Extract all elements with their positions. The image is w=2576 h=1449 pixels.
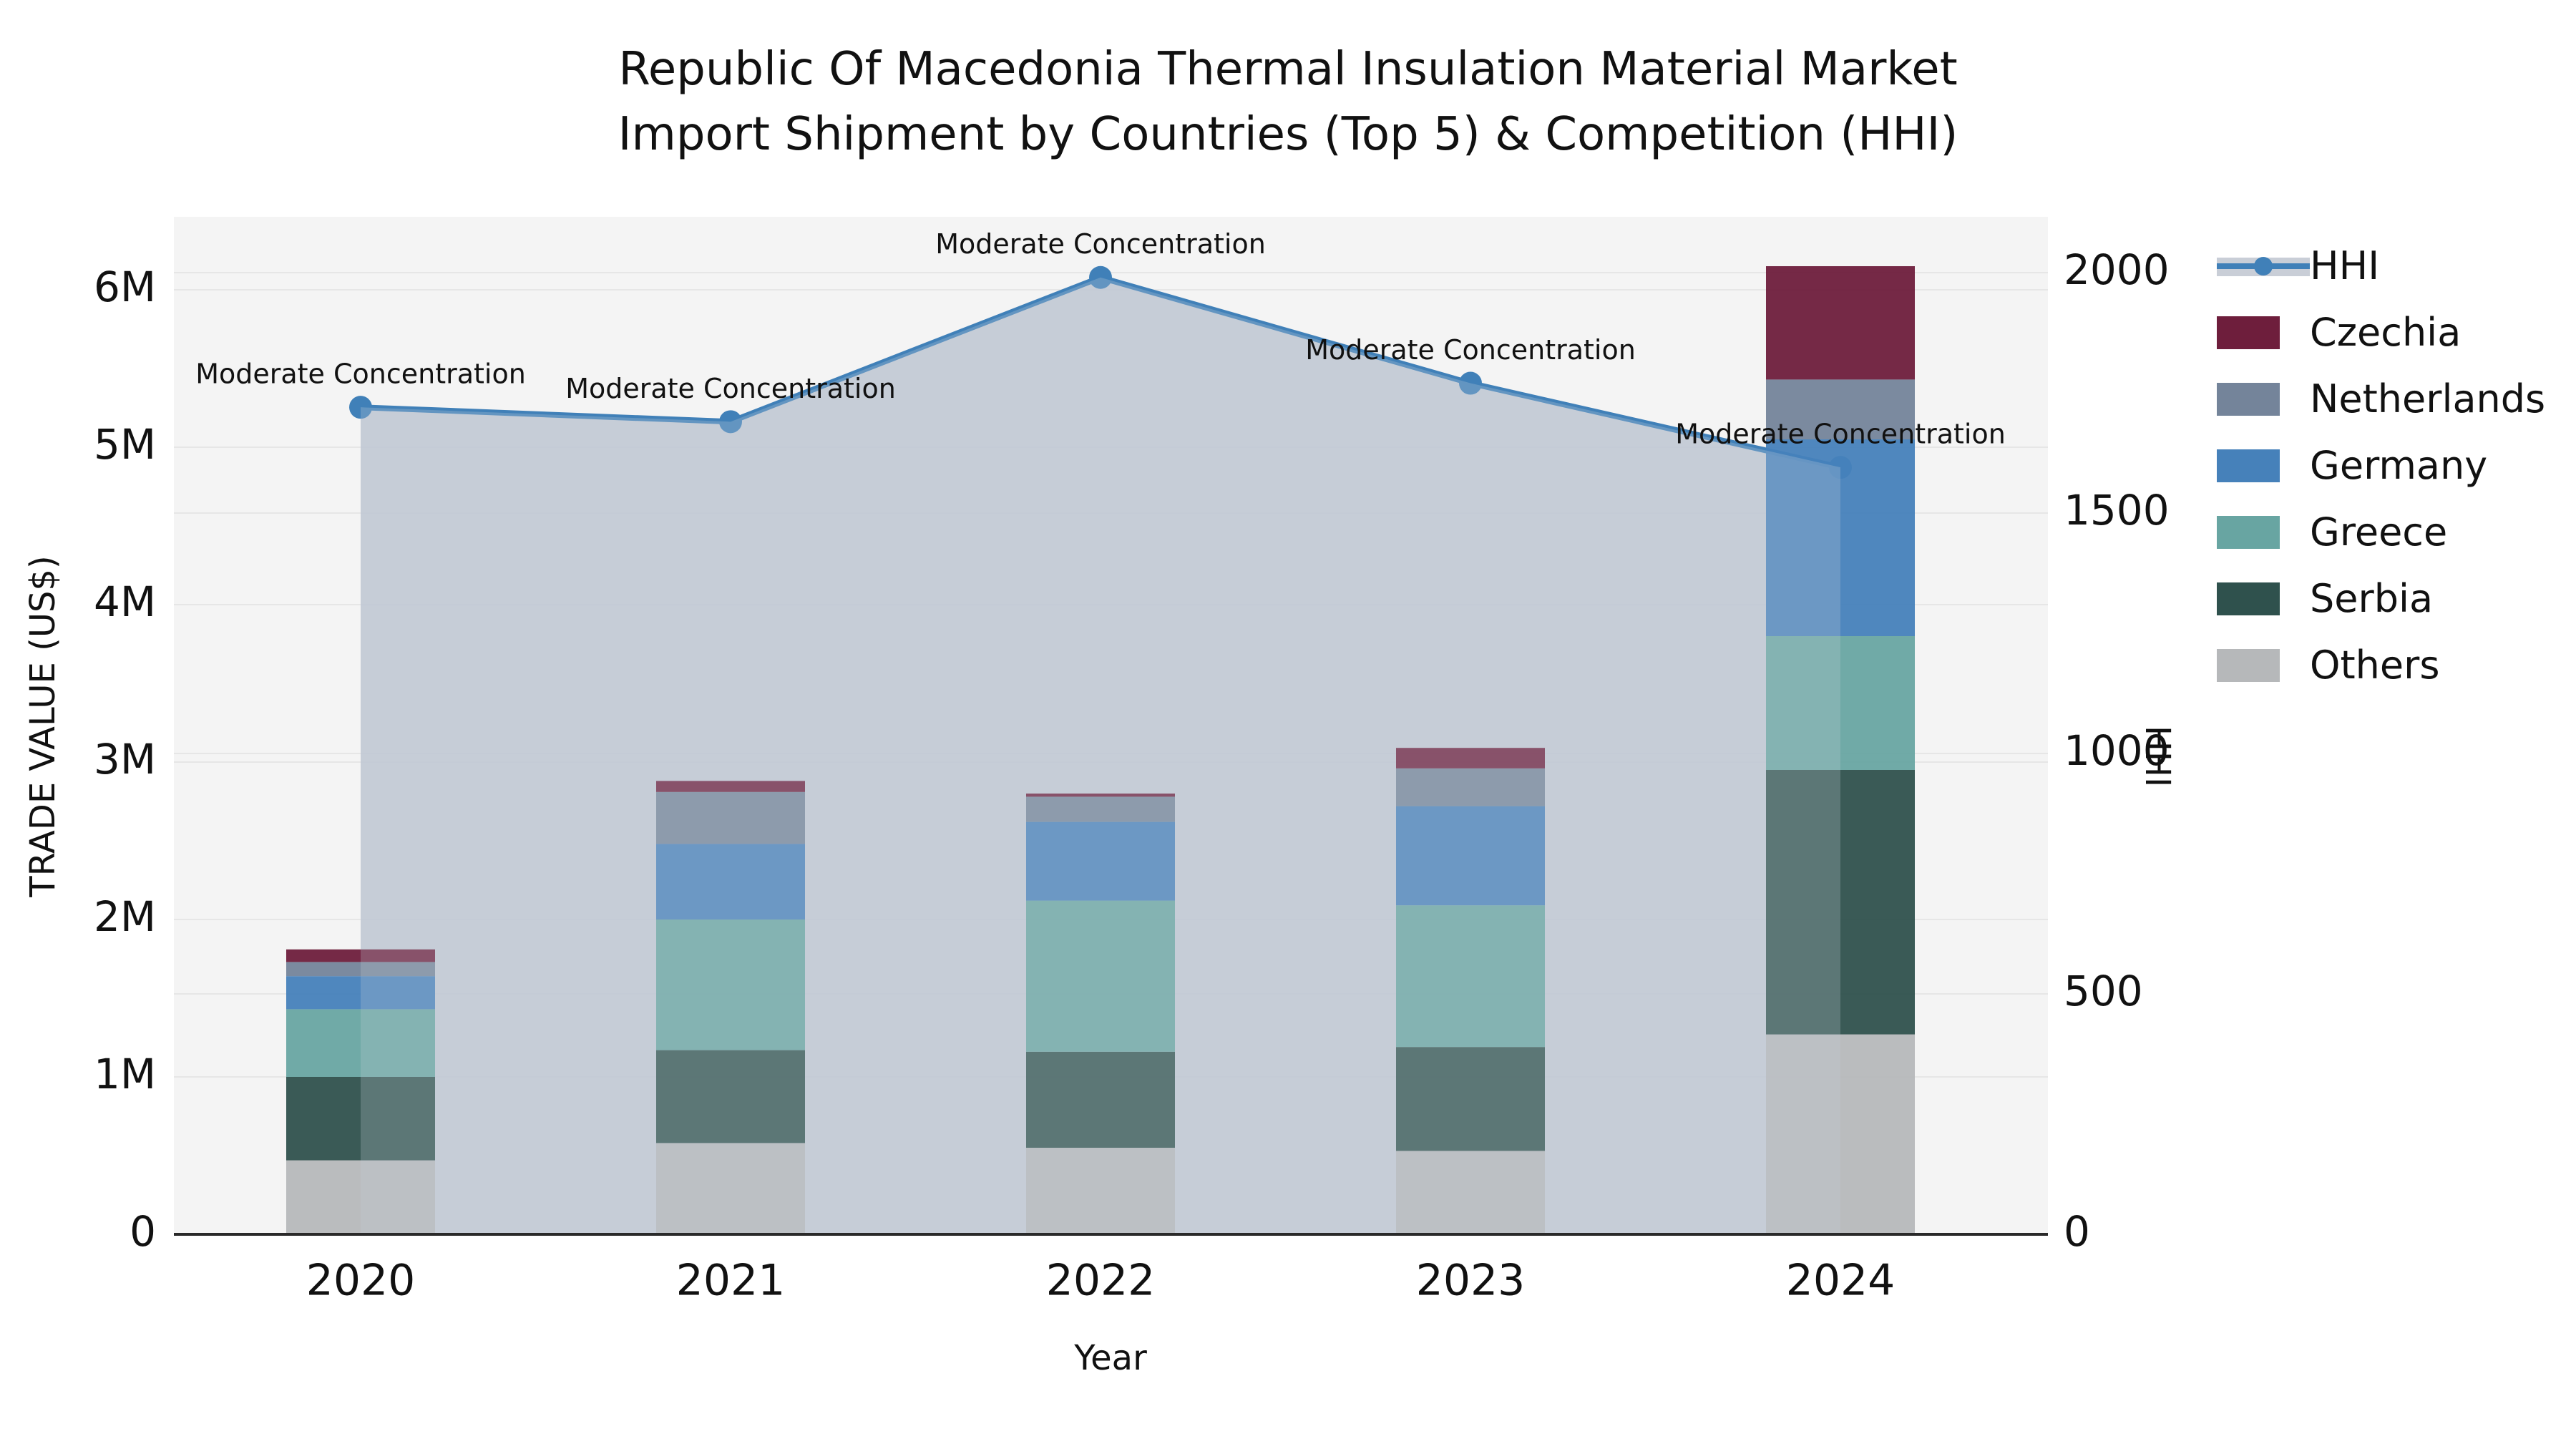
legend-swatch-greece [2217,515,2280,549]
y-right-tick-label: 2000 [2064,245,2170,294]
annotation-moderate-concentration-2022: Moderate Concentration [935,228,1266,260]
bar-segment-germany-2022 [1026,821,1175,901]
legend-swatch-serbia [2217,582,2280,615]
y-left-tick-label: 6M [94,263,156,311]
legend-item-czechia: Czechia [2217,299,2545,366]
bar-segment-germany-2024 [1766,439,1915,636]
y-left-tick-label: 0 [130,1207,156,1256]
bar-segment-czechia-2020 [286,949,435,962]
chart-title-line1: Republic Of Macedonia Thermal Insulation… [618,43,1958,96]
x-tick-label-2020: 2020 [306,1256,416,1306]
bar-segment-greece-2021 [656,919,805,1050]
x-tick-label-2024: 2024 [1786,1256,1896,1306]
y-axis-right-label: HHI [2137,725,2177,788]
bar-segment-czechia-2021 [656,781,805,792]
legend-label-greece: Greece [2310,509,2448,555]
y-right-tick-label: 0 [2064,1207,2090,1256]
bar-segment-greece-2020 [286,1009,435,1077]
legend-swatch-others [2217,648,2280,682]
legend-label-netherlands: Netherlands [2310,376,2546,421]
y-left-tick-label: 2M [94,892,156,941]
bar-segment-netherlands-2022 [1026,796,1175,822]
annotation-moderate-concentration-2023: Moderate Concentration [1305,334,1636,366]
legend-hhi-marker-dot [2254,256,2273,275]
chart-title: Republic Of Macedonia Thermal Insulation… [0,37,2576,167]
legend-label-czechia: Czechia [2310,310,2462,355]
legend-item-hhi: HHI [2217,233,2545,299]
y-right-tick-label: 1000 [2064,726,2170,775]
bar-segment-netherlands-2023 [1396,768,1545,806]
bar-segment-germany-2021 [656,844,805,919]
bar-segment-netherlands-2021 [656,791,805,844]
bar-segment-serbia-2023 [1396,1047,1545,1151]
bar-segment-czechia-2023 [1396,748,1545,769]
y-right-tick-label: 1500 [2064,486,2170,535]
y-left-tick-label: 3M [94,735,156,784]
bar-segment-czechia-2024 [1766,266,1915,380]
y-axis-left-label: TRADE VALUE (US$) [23,555,63,897]
legend-item-netherlands: Netherlands [2217,366,2545,432]
x-tick-label-2022: 2022 [1046,1256,1156,1306]
hhi-marker-2020 [349,396,372,419]
legend-swatch-germany [2217,449,2280,482]
bar-segment-others-2022 [1026,1148,1175,1234]
legend-label-germany: Germany [2310,443,2488,488]
legend-label-serbia: Serbia [2310,576,2434,621]
legend-item-others: Others [2217,632,2545,698]
legend-label-others: Others [2310,643,2440,688]
x-tick-label-2021: 2021 [676,1256,786,1306]
bar-segment-greece-2022 [1026,900,1175,1052]
bar-segment-greece-2023 [1396,905,1545,1048]
y-left-tick-label: 4M [94,577,156,626]
bar-segment-greece-2024 [1766,636,1915,770]
hhi-marker-2021 [719,410,742,434]
hhi-area-overlay [361,277,1840,1235]
bar-segment-serbia-2024 [1766,770,1915,1035]
legend-item-germany: Germany [2217,432,2545,499]
x-tick-label-2023: 2023 [1416,1256,1526,1306]
annotation-moderate-concentration-2021: Moderate Concentration [565,373,896,404]
bar-segment-serbia-2022 [1026,1051,1175,1148]
bar-segment-netherlands-2020 [286,962,435,977]
bar-segment-others-2023 [1396,1151,1545,1234]
bar-segment-czechia-2022 [1026,794,1175,797]
y-right-tick-label: 500 [2064,967,2143,1015]
legend: HHI Czechia Netherlands Germany Greece Serbia… [2217,233,2545,698]
y-left-tick-label: 1M [94,1050,156,1098]
legend-item-serbia: Serbia [2217,565,2545,632]
bar-segment-germany-2020 [286,976,435,1010]
bar-segment-others-2021 [656,1143,805,1234]
legend-swatch-czechia [2217,316,2280,349]
x-axis-label: Year [1074,1338,1147,1378]
y-left-tick-label: 5M [94,420,156,469]
bar-segment-germany-2023 [1396,806,1545,906]
bar-segment-others-2020 [286,1160,435,1234]
legend-item-greece: Greece [2217,499,2545,565]
bar-segment-serbia-2020 [286,1077,435,1161]
legend-hhi-line-swatch [2217,250,2310,283]
annotation-moderate-concentration-2024: Moderate Concentration [1675,419,2006,450]
legend-label-hhi: HHI [2310,243,2380,288]
chart-title-line2: Import Shipment by Countries (Top 5) & C… [618,107,1958,161]
legend-swatch-netherlands [2217,382,2280,416]
hhi-marker-2023 [1459,371,1482,395]
bar-segment-others-2024 [1766,1034,1915,1234]
hhi-marker-2022 [1089,265,1112,289]
bar-segment-netherlands-2024 [1766,379,1915,439]
bar-segment-serbia-2021 [656,1050,805,1143]
annotation-moderate-concentration-2020: Moderate Concentration [195,358,526,390]
